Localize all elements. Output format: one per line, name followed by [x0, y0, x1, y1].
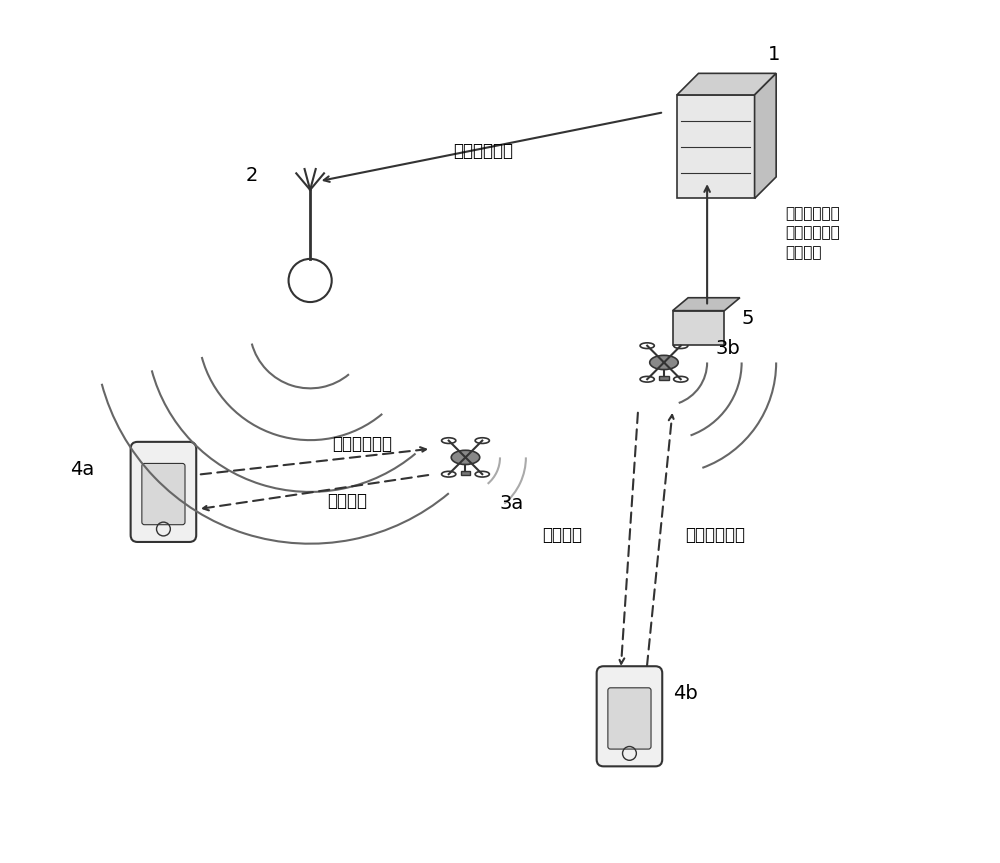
- Text: 飞行控制信息: 飞行控制信息: [686, 526, 746, 544]
- Bar: [659, 375, 669, 381]
- Text: 飞行控制信息: 飞行控制信息: [332, 435, 392, 453]
- Polygon shape: [755, 73, 776, 198]
- Text: 3b: 3b: [716, 339, 740, 358]
- Text: 2: 2: [246, 167, 258, 186]
- Text: 4b: 4b: [673, 684, 697, 703]
- Ellipse shape: [650, 356, 678, 369]
- Text: 警报信息: 警报信息: [327, 492, 367, 510]
- Polygon shape: [673, 298, 740, 311]
- Ellipse shape: [451, 450, 480, 464]
- Text: 可用频点信息: 可用频点信息: [453, 142, 513, 160]
- Text: 警报信息: 警报信息: [542, 526, 582, 544]
- Polygon shape: [677, 95, 755, 198]
- Text: 5: 5: [742, 309, 754, 328]
- Text: 1: 1: [768, 46, 780, 65]
- Text: 3a: 3a: [500, 494, 524, 513]
- FancyBboxPatch shape: [142, 463, 185, 525]
- FancyBboxPatch shape: [131, 442, 196, 542]
- Text: 频谱占用情况
和无人机飞行
状态信息: 频谱占用情况 和无人机飞行 状态信息: [785, 205, 840, 261]
- Text: 4a: 4a: [70, 460, 94, 479]
- Polygon shape: [677, 73, 776, 95]
- FancyBboxPatch shape: [597, 666, 662, 766]
- Bar: [461, 470, 470, 476]
- Bar: [673, 311, 724, 345]
- FancyBboxPatch shape: [608, 688, 651, 749]
